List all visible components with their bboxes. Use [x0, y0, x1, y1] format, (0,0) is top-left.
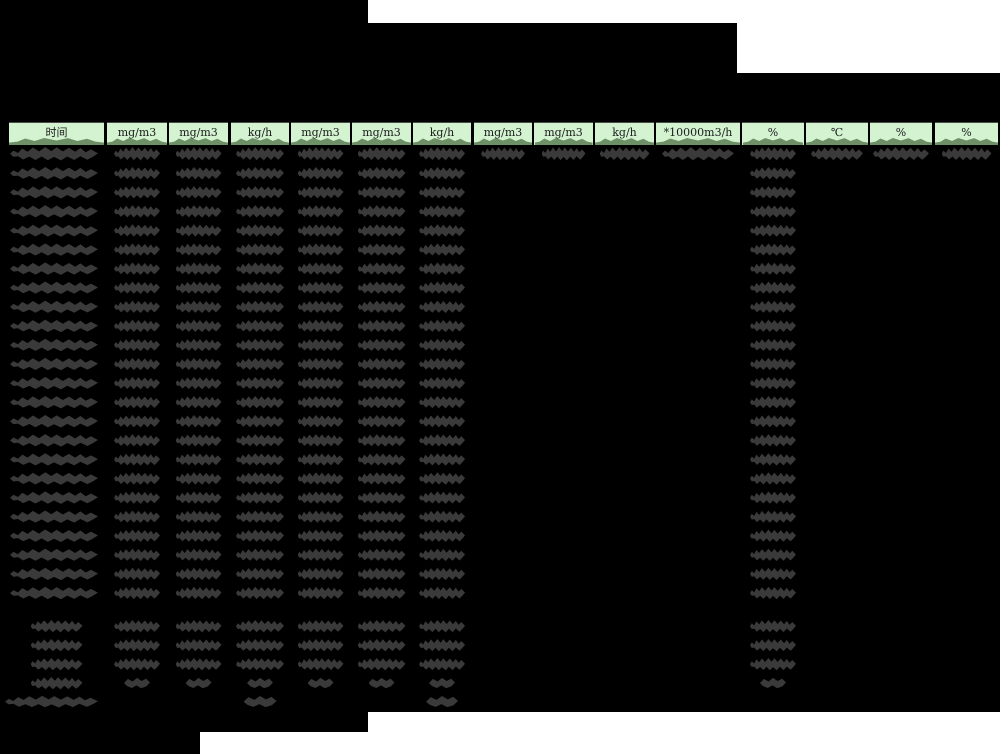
header-cell-11: %	[742, 122, 804, 145]
redacted-value-blob	[368, 677, 395, 689]
header-redaction-scribble	[935, 137, 998, 145]
header-cell-13: %	[870, 122, 932, 145]
redacted-value-blob	[247, 677, 273, 689]
redacted-value-blob	[243, 695, 277, 708]
redacted-value-blob	[307, 677, 334, 689]
header-redaction-scribble	[231, 137, 289, 145]
redacted-value-blob	[760, 677, 786, 689]
redacted-value-blob	[5, 695, 98, 708]
header-redaction-scribble	[656, 137, 740, 145]
header-redaction-scribble	[870, 137, 932, 145]
header-cell-8: mg/m3	[534, 122, 593, 145]
redaction-block	[0, 122, 1000, 712]
header-redaction-scribble	[743, 137, 803, 145]
redacted-value-blob	[124, 677, 150, 689]
header-cell-5: mg/m3	[352, 122, 411, 145]
redacted-value-blob	[429, 677, 455, 689]
header-redaction-scribble	[169, 137, 228, 145]
header-cell-12: ℃	[806, 122, 868, 145]
header-redaction-scribble	[413, 137, 471, 145]
redaction-block	[0, 732, 200, 754]
header-cell-14: %	[935, 122, 998, 145]
redaction-block	[0, 23, 737, 73]
header-redaction-scribble	[595, 137, 654, 145]
header-cell-1: mg/m3	[107, 122, 167, 145]
header-redaction-scribble	[534, 137, 593, 145]
header-redaction-scribble	[9, 137, 104, 145]
redacted-value-blob	[185, 677, 212, 689]
header-cell-10: *10000m3/h	[656, 122, 740, 145]
header-cell-2: mg/m3	[169, 122, 228, 145]
header-redaction-scribble	[806, 137, 868, 145]
header-redaction-scribble	[107, 137, 167, 145]
header-redaction-scribble	[474, 137, 532, 145]
redacted-value-blob	[426, 695, 458, 708]
header-redaction-scribble	[352, 137, 411, 145]
header-cell-7: mg/m3	[474, 122, 532, 145]
header-cell-3: kg/h	[231, 122, 289, 145]
header-cell-0: 时间	[9, 122, 104, 145]
header-cell-4: mg/m3	[291, 122, 350, 145]
redaction-block	[0, 712, 368, 732]
header-redaction-scribble	[291, 137, 350, 145]
redaction-block	[0, 0, 368, 23]
header-cell-6: kg/h	[413, 122, 471, 145]
redaction-block	[0, 73, 1000, 122]
header-cell-9: kg/h	[595, 122, 654, 145]
